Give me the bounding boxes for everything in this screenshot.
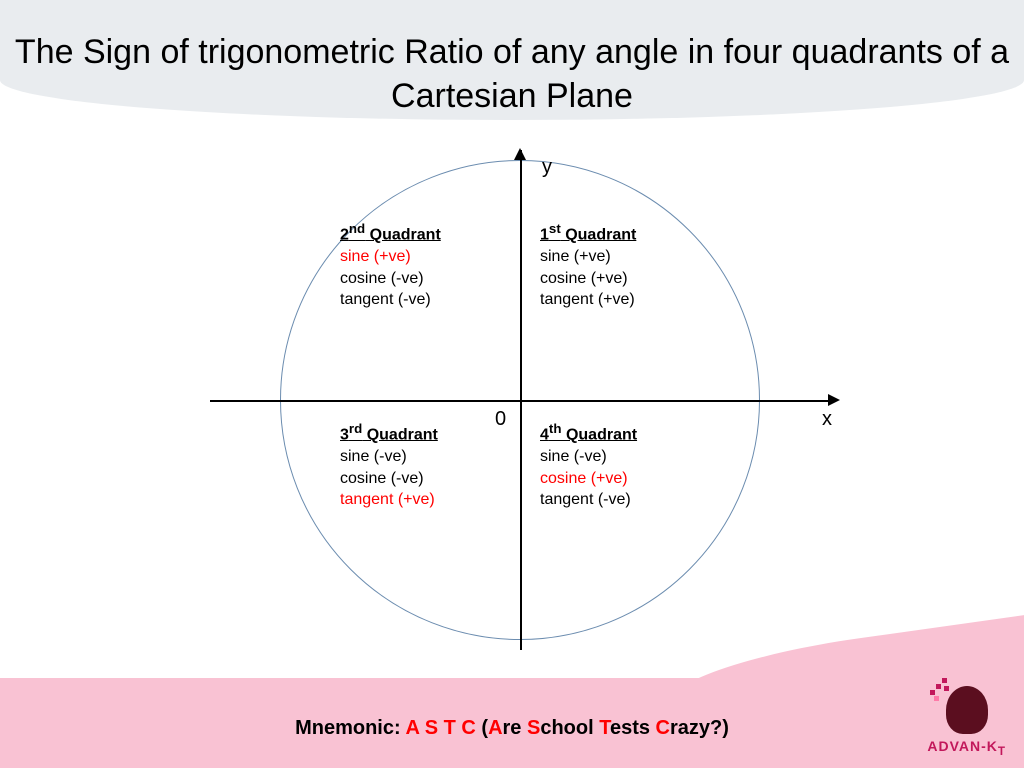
y-axis-arrow [514, 148, 526, 160]
trig-sign-line: cosine (-ve) [340, 268, 441, 290]
logo-head-icon [946, 686, 988, 734]
slide: The Sign of trigonometric Ratio of any a… [0, 0, 1024, 768]
trig-sign-line: tangent (-ve) [540, 489, 637, 511]
quadrant-1-block: 1st Quadrantsine (+ve)cosine (+ve)tangen… [540, 220, 636, 311]
slide-title: The Sign of trigonometric Ratio of any a… [0, 30, 1024, 118]
trig-sign-line: tangent (-ve) [340, 289, 441, 311]
quadrant-4-block: 4th Quadrantsine (-ve)cosine (+ve)tangen… [540, 420, 637, 511]
quadrant-title: 4th Quadrant [540, 420, 637, 446]
brand-logo: ADVAN-KT [927, 686, 1006, 758]
logo-text: ADVAN-KT [927, 738, 1006, 758]
quadrant-title: 1st Quadrant [540, 220, 636, 246]
quadrant-title: 3rd Quadrant [340, 420, 438, 446]
trig-sign-line: sine (-ve) [340, 446, 438, 468]
trig-sign-line: cosine (-ve) [340, 468, 438, 490]
x-axis-arrow [828, 394, 840, 406]
y-axis [520, 150, 522, 650]
mnemonic-text: Mnemonic: A S T C (Are School Tests Craz… [0, 717, 1024, 740]
quadrant-title: 2nd Quadrant [340, 220, 441, 246]
trig-sign-line: tangent (+ve) [540, 289, 636, 311]
logo-pixels-icon [930, 676, 956, 702]
trig-sign-line: cosine (+ve) [540, 468, 637, 490]
trig-sign-line: sine (+ve) [540, 246, 636, 268]
x-axis-label: x [822, 408, 832, 431]
trig-sign-line: tangent (+ve) [340, 489, 438, 511]
quadrant-2-block: 2nd Quadrantsine (+ve)cosine (-ve)tangen… [340, 220, 441, 311]
trig-sign-line: sine (-ve) [540, 446, 637, 468]
quadrant-3-block: 3rd Quadrantsine (-ve)cosine (-ve)tangen… [340, 420, 438, 511]
trig-sign-line: cosine (+ve) [540, 268, 636, 290]
quadrant-diagram: y x 0 2nd Quadrantsine (+ve)cosine (-ve)… [210, 150, 850, 650]
origin-label: 0 [495, 408, 506, 431]
trig-sign-line: sine (+ve) [340, 246, 441, 268]
y-axis-label: y [542, 156, 552, 179]
